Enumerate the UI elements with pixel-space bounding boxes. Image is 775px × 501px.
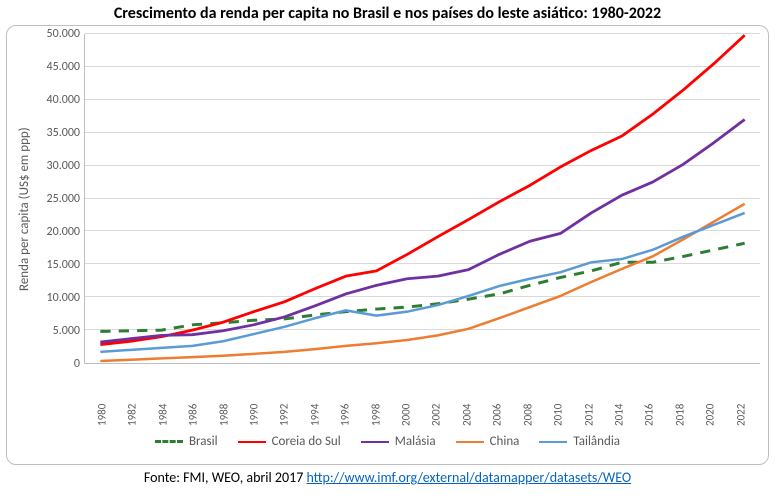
x-tick: 1986: [178, 384, 208, 428]
x-tick: 1998: [361, 384, 391, 428]
legend-item-China: China: [456, 434, 520, 449]
series-line-Brasil: [100, 243, 744, 331]
chart-title: Crescimento da renda per capita no Brasi…: [6, 4, 769, 23]
x-axis-ticks: 1980198219841986198819901992199419961998…: [87, 384, 756, 428]
legend-label: Malásia: [395, 434, 436, 449]
x-tick: 2020: [695, 384, 725, 428]
legend-label: Tailândia: [573, 434, 620, 449]
legend-label: Coreia do Sul: [272, 434, 341, 449]
source-footer: Fonte: FMI, WEO, abril 2017 http://www.i…: [6, 469, 769, 486]
x-tick: 2008: [513, 384, 543, 428]
legend-item-Brasil: Brasil: [155, 434, 218, 449]
x-tick: 1990: [239, 384, 269, 428]
series-line-Coreia do Sul: [100, 35, 744, 344]
x-tick: 1996: [330, 384, 360, 428]
legend-item-Coreia do Sul: Coreia do Sul: [238, 434, 341, 449]
legend-swatch: [456, 441, 484, 443]
plot-area: [84, 34, 760, 364]
legend: Brasil Coreia do Sul Malásia China Tailândia: [15, 434, 760, 449]
x-tick: 2000: [391, 384, 421, 428]
legend-swatch: [155, 440, 183, 443]
chart-container: Crescimento da renda per capita no Brasi…: [0, 0, 775, 501]
plot-wrap: Renda per capita (US$ em ppp) 05.00010.0…: [15, 34, 760, 384]
x-tick: 2002: [421, 384, 451, 428]
series-line-Tailândia: [100, 213, 744, 352]
x-tick: 2016: [634, 384, 664, 428]
x-tick: 2010: [543, 384, 573, 428]
x-tick: 2014: [604, 384, 634, 428]
legend-item-Malásia: Malásia: [361, 434, 436, 449]
x-tick: 1988: [209, 384, 239, 428]
x-tick: 2022: [726, 384, 756, 428]
x-tick: 2004: [452, 384, 482, 428]
y-axis-ticks: 05.00010.00015.00020.00025.00030.00035.0…: [34, 34, 84, 364]
legend-swatch: [238, 441, 266, 443]
y-axis-label: Renda per capita (US$ em ppp): [15, 34, 34, 384]
x-tick: 1980: [87, 384, 117, 428]
footer-prefix: Fonte: FMI, WEO, abril 2017: [144, 469, 307, 486]
chart-box: Renda per capita (US$ em ppp) 05.00010.0…: [6, 25, 769, 465]
legend-label: Brasil: [189, 434, 218, 449]
line-svg: [85, 34, 760, 363]
x-tick: 1992: [269, 384, 299, 428]
x-tick: 2012: [574, 384, 604, 428]
legend-swatch: [539, 441, 567, 443]
x-tick: 1982: [117, 384, 147, 428]
x-tick: 1994: [300, 384, 330, 428]
x-tick: 1984: [148, 384, 178, 428]
legend-item-Tailândia: Tailândia: [539, 434, 620, 449]
x-tick: 2006: [482, 384, 512, 428]
footer-link[interactable]: http://www.imf.org/external/datamapper/d…: [306, 469, 631, 486]
series-line-China: [100, 204, 744, 361]
legend-label: China: [490, 434, 520, 449]
x-tick: 2018: [665, 384, 695, 428]
legend-swatch: [361, 441, 389, 443]
